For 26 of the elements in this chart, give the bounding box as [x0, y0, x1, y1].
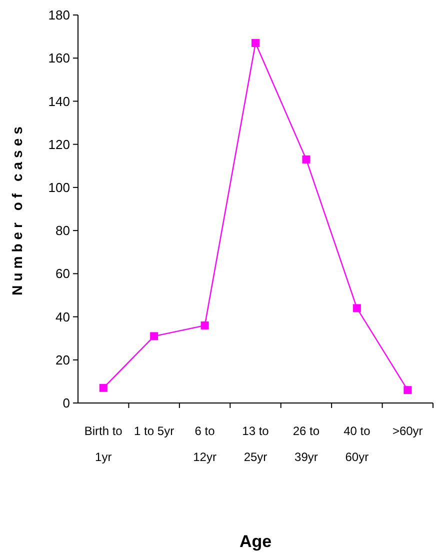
x-tick-label: 26 to 39yr: [292, 424, 320, 464]
x-tick-label: 6 to 12yr: [193, 424, 216, 464]
y-tick-label: 20: [56, 352, 70, 368]
x-tick-label: 1 to 5yr: [134, 424, 174, 438]
y-tick-label: 160: [48, 50, 70, 66]
y-tick-label: 80: [56, 223, 70, 238]
y-tick-label: 140: [48, 94, 70, 109]
y-tick-label: 180: [48, 8, 70, 23]
y-tick-label: 60: [56, 266, 70, 282]
point: [252, 39, 260, 48]
point: [302, 155, 310, 164]
point: [352, 304, 361, 312]
x-tick-label: 13 to 25yr: [242, 424, 270, 464]
y-tick-label: 120: [48, 136, 70, 152]
y-axis-title: Number of cases: [9, 122, 25, 296]
y-tick-label: 40: [56, 309, 70, 324]
x-tick-label: 40 to 60yr: [344, 424, 371, 464]
x-tick-label: >60yr: [392, 424, 423, 438]
x-tick-label: Birth to 1yr: [84, 424, 123, 464]
point: [404, 386, 412, 394]
point: [150, 332, 158, 340]
y-tick-label: 100: [48, 180, 70, 195]
x-axis-title: Age: [239, 532, 272, 551]
point: [200, 321, 209, 330]
point: [99, 384, 108, 392]
y-tick-label: 0: [62, 396, 70, 411]
